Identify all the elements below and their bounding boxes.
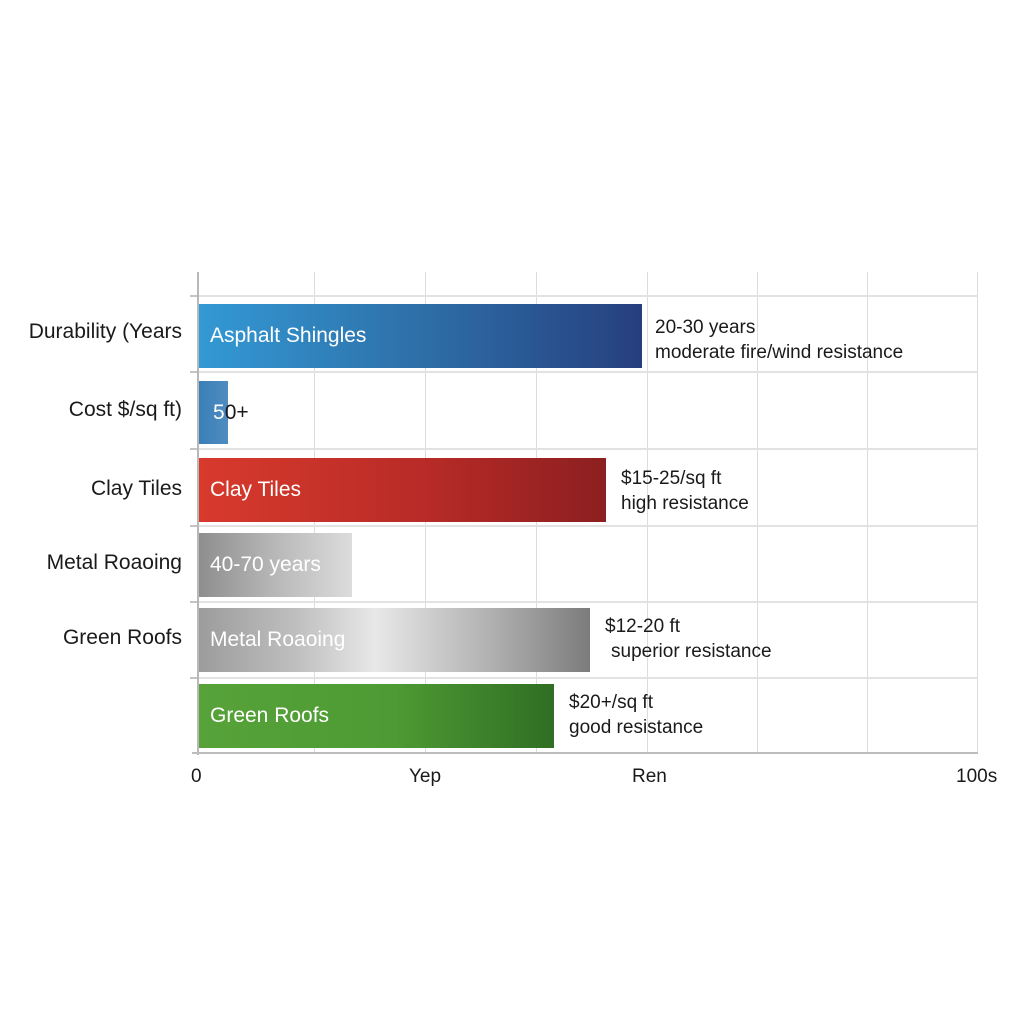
- y-tick: [190, 677, 198, 679]
- bar-clay-tiles: Clay Tiles: [199, 458, 606, 522]
- grid-line-vertical: [977, 272, 978, 754]
- bar-label-overflow: 0+: [224, 400, 249, 424]
- grid-line-horizontal: [198, 677, 978, 679]
- annotation-green: $20+/sq ft good resistance: [569, 690, 703, 740]
- y-label-durability: Durability (Years: [28, 320, 182, 343]
- y-tick: [190, 371, 198, 373]
- bar-label: Asphalt Shingles: [210, 324, 367, 347]
- y-axis-line: [197, 272, 199, 755]
- y-label-cost: Cost $/sq ft): [68, 398, 182, 421]
- annotation-clay: $15-25/sq ft high resistance: [621, 466, 749, 516]
- bar-label: Green Roofs: [210, 704, 330, 727]
- x-tick-0: 0: [191, 766, 202, 787]
- annotation-line-2: moderate fire/wind resistance: [655, 342, 904, 363]
- y-label-metal-roofing: Metal Roaoing: [46, 551, 182, 574]
- grid-line-horizontal: [198, 525, 978, 527]
- annotation-line-1: $15-25/sq ft: [621, 468, 722, 489]
- grid-line-vertical: [757, 272, 758, 754]
- x-tick-1: Yep: [409, 766, 442, 787]
- bar-metal-roofing: Metal Roaoing: [199, 608, 590, 672]
- bar-label: 5: [213, 400, 225, 424]
- grid-line-horizontal: [198, 448, 978, 450]
- grid-line-horizontal: [198, 295, 978, 297]
- annotation-metal: $12-20 ft superior resistance: [605, 614, 772, 664]
- grid-line-vertical: [867, 272, 868, 754]
- x-tick-2: Ren: [632, 766, 667, 787]
- annotation-line-1: 20-30 years: [655, 317, 756, 338]
- x-tick-3: 100s: [956, 766, 998, 787]
- bar-label: 40-70 years: [210, 553, 321, 576]
- y-tick: [190, 525, 198, 527]
- bar-label: Metal Roaoing: [210, 628, 346, 651]
- y-tick: [190, 601, 198, 603]
- grid-line-horizontal: [198, 601, 978, 603]
- annotation-line-1: $20+/sq ft: [569, 692, 653, 713]
- grid-line-vertical: [647, 272, 648, 754]
- annotation-line-2: superior resistance: [611, 641, 772, 662]
- grid-line-horizontal: [198, 371, 978, 373]
- y-tick: [190, 448, 198, 450]
- bar-asphalt-shingles: Asphalt Shingles: [199, 304, 642, 368]
- x-axis-line: [192, 752, 978, 754]
- annotation-asphalt: 20-30 years moderate fire/wind resistanc…: [655, 315, 903, 365]
- y-label-green-roofs: Green Roofs: [62, 626, 182, 649]
- y-label-clay-tiles: Clay Tiles: [90, 477, 182, 500]
- annotation-line-2: high resistance: [621, 493, 749, 514]
- bar-label: Clay Tiles: [210, 478, 302, 501]
- bar-green-roofs: Green Roofs: [199, 684, 554, 748]
- bar-cost: 5 0+: [199, 381, 249, 444]
- annotation-line-2: good resistance: [569, 717, 704, 738]
- bar-metal-years: 40-70 years: [199, 533, 352, 597]
- annotation-line-1: $12-20 ft: [605, 616, 680, 637]
- y-tick: [190, 295, 198, 297]
